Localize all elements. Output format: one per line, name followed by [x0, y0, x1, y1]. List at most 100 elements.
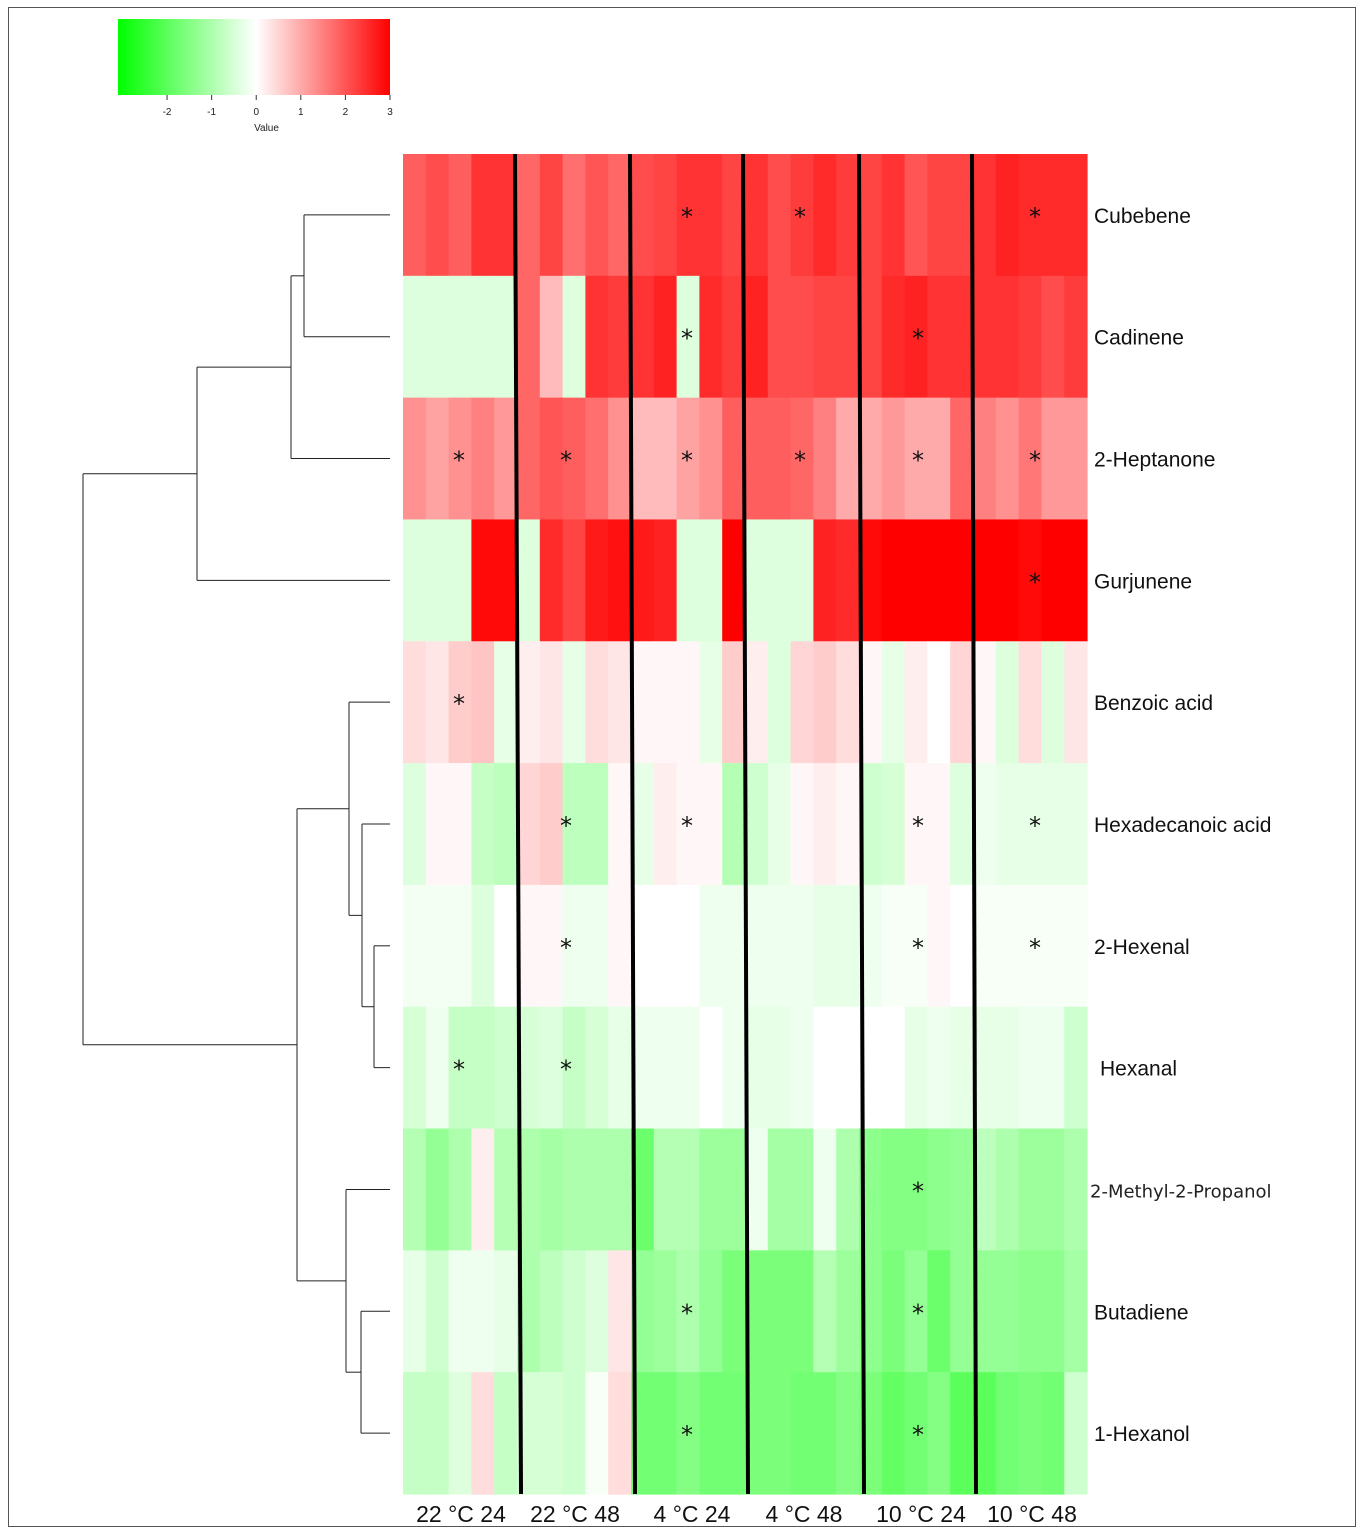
heatmap-cell [539, 884, 564, 1008]
heatmap-cell [653, 275, 678, 399]
heatmap-cell [653, 519, 678, 642]
heatmap-cell [927, 763, 951, 886]
heatmap-cell [881, 1250, 906, 1373]
heatmap-cell [927, 275, 951, 399]
heatmap-cells [403, 154, 1088, 1495]
heatmap-cell [471, 1250, 495, 1373]
heatmap-cell [836, 1372, 860, 1495]
column-label: 10 °C 48 [987, 1501, 1077, 1527]
heatmap-cell [676, 884, 700, 1008]
heatmap-cell [836, 1006, 860, 1130]
significance-star: * [681, 1299, 693, 1327]
heatmap-cell [585, 763, 609, 886]
heatmap-cell [494, 154, 518, 277]
heatmap-cell [494, 1006, 518, 1130]
heatmap-cell [973, 884, 997, 1008]
heatmap-cell [1041, 1372, 1065, 1495]
heatmap-cell [425, 1372, 450, 1495]
heatmap-cell [767, 1006, 792, 1130]
heatmap-cell [745, 397, 769, 521]
heatmap-cell [790, 397, 814, 521]
heatmap-cell [745, 154, 769, 277]
heatmap-cell [585, 641, 609, 764]
significance-star: * [912, 1177, 924, 1205]
heatmap-cell [790, 1250, 814, 1373]
heatmap-cell [1018, 641, 1042, 764]
heatmap-cell [927, 1372, 951, 1495]
heatmap-cell [950, 641, 974, 764]
group-dividers [513, 153, 978, 1495]
heatmap-cell [608, 1128, 632, 1251]
heatmap-cell [448, 397, 472, 521]
heatmap-cell [608, 1250, 632, 1373]
heatmap-cell [539, 763, 564, 886]
row-label: Cadinene [1094, 327, 1184, 350]
significance-star: * [681, 325, 693, 353]
heatmap-cell [973, 519, 997, 642]
heatmap-cell [585, 1128, 609, 1251]
significance-star: * [1029, 934, 1041, 962]
color-key-tick-label: 1 [298, 107, 304, 118]
heatmap-cell [745, 641, 769, 764]
significance-star: * [912, 934, 924, 962]
heatmap-cell [425, 641, 450, 764]
heatmap-cell [425, 1128, 450, 1251]
heatmap-cell [653, 884, 678, 1008]
heatmap-cell [813, 763, 837, 886]
heatmap-cell [562, 884, 586, 1008]
heatmap-cell [950, 763, 974, 886]
heatmap-cell [562, 275, 586, 399]
heatmap-cell [745, 1250, 769, 1373]
heatmap-cell [745, 884, 769, 1008]
heatmap-cell [494, 884, 518, 1008]
row-label: Gurjunene [1094, 570, 1192, 593]
heatmap-cell [517, 1128, 541, 1251]
heatmap-cell [995, 519, 1020, 642]
heatmap-cell [653, 1006, 678, 1130]
significance-star: * [681, 203, 693, 231]
heatmap-cell [722, 1128, 746, 1251]
heatmap-cell [927, 1128, 951, 1251]
heatmap-cell [403, 641, 427, 764]
heatmap-cell [813, 154, 837, 277]
heatmap-cell [494, 1250, 518, 1373]
heatmap-cell [836, 641, 860, 764]
heatmap-cell [699, 519, 723, 642]
heatmap-cell [403, 763, 427, 886]
heatmap-cell [995, 397, 1020, 521]
heatmap-cell [790, 1128, 814, 1251]
heatmap-cell [539, 397, 564, 521]
heatmap-cell [631, 275, 655, 399]
heatmap-cell [676, 519, 700, 642]
row-label: Hexanal [1100, 1058, 1177, 1081]
row-label: Hexadecanoic acid [1094, 814, 1271, 837]
heatmap-cell [585, 1372, 609, 1495]
heatmap-cell [539, 641, 564, 764]
color-key-tick-label: 3 [387, 107, 393, 118]
heatmap-cell [631, 1006, 655, 1130]
heatmap-cell [722, 154, 746, 277]
heatmap-cell [448, 1128, 472, 1251]
heatmap-cell [836, 154, 860, 277]
heatmap-cell [1064, 519, 1088, 642]
heatmap-cell [631, 1250, 655, 1373]
heatmap-cell [448, 884, 472, 1008]
heatmap-cell [448, 519, 472, 642]
heatmap-cell [813, 397, 837, 521]
heatmap-cell [859, 641, 883, 764]
heatmap-cell [1018, 884, 1042, 1008]
heatmap-cell [745, 1006, 769, 1130]
heatmap-cell [1064, 275, 1088, 399]
heatmap-cell [403, 519, 427, 642]
heatmap-cell [539, 1250, 564, 1373]
heatmap-cell [950, 1372, 974, 1495]
heatmap-cell [881, 641, 906, 764]
heatmap-cell [585, 1006, 609, 1130]
heatmap-cell [973, 763, 997, 886]
heatmap-cell [562, 154, 586, 277]
heatmap-cell [425, 397, 450, 521]
heatmap-cell [904, 275, 928, 399]
heatmap-cell [767, 397, 792, 521]
heatmap-cell [790, 1006, 814, 1130]
